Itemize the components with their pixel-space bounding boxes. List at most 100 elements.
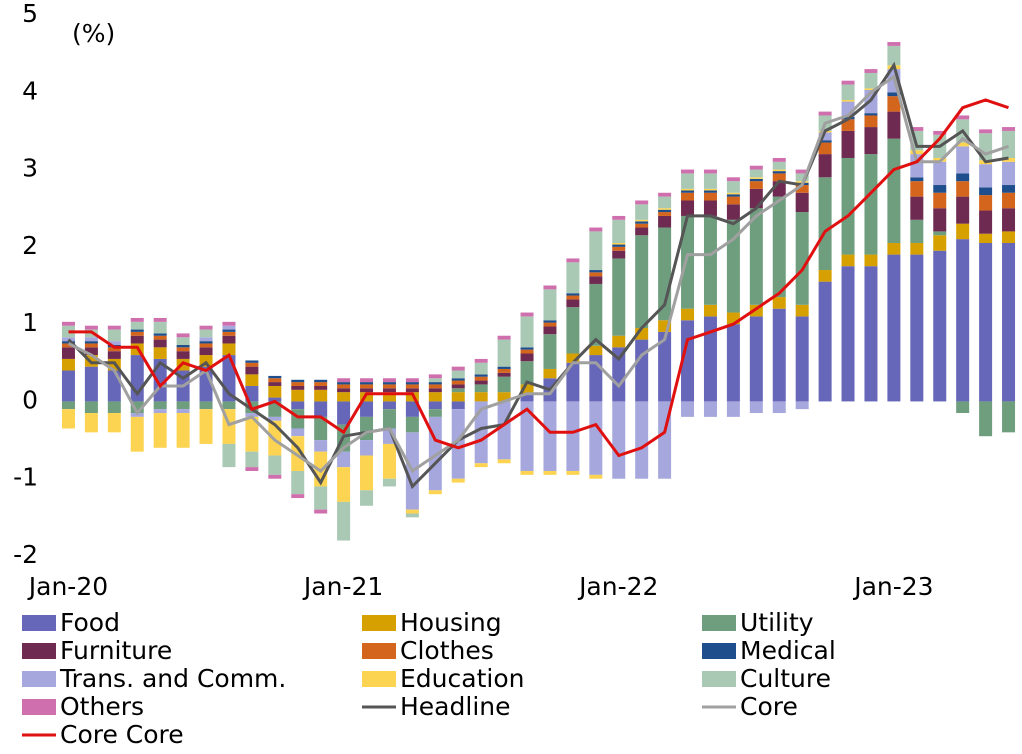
bar-segment [635, 221, 649, 224]
bar-segment [497, 368, 511, 373]
bar-segment [841, 100, 855, 102]
legend-label: Furniture [60, 636, 172, 665]
bar-segment [910, 242, 924, 255]
bar-segment [979, 164, 993, 188]
bar-segment [566, 401, 580, 471]
bar-segment [130, 321, 144, 330]
bar-segment [222, 325, 236, 330]
bar-segment [658, 320, 672, 332]
bar-segment [61, 347, 75, 359]
bar-segment [566, 362, 580, 402]
bar-segment [84, 401, 98, 414]
bar-segment [222, 329, 236, 332]
bar-segment [130, 401, 144, 414]
bar-segment [520, 361, 534, 385]
bar-segment [795, 169, 809, 174]
bar-segment [933, 250, 947, 402]
bar-segment [795, 212, 809, 305]
bar-segment [428, 401, 442, 410]
bar-segment [337, 392, 351, 402]
bar-segment [887, 111, 901, 139]
bar-segment [61, 341, 75, 344]
bar-segment [497, 339, 511, 367]
bar-segment [841, 266, 855, 402]
bar-segment [612, 258, 626, 336]
bar-segment [887, 96, 901, 112]
legend-swatch [22, 643, 56, 659]
bar-segment [910, 196, 924, 220]
bar-segment [681, 173, 695, 189]
bar-segment [772, 171, 786, 174]
bar-segment [658, 208, 672, 210]
bar-segment [337, 501, 351, 541]
bar-segment [199, 337, 213, 342]
bar-segment [795, 173, 809, 182]
bar-segment [749, 401, 763, 414]
bar-segment [314, 416, 328, 441]
bar-segment [451, 392, 465, 402]
bar-segment [222, 401, 236, 410]
bar-segment [360, 401, 374, 417]
bar-segment [497, 335, 511, 340]
bar-segment [658, 331, 672, 402]
bar-segment [658, 209, 672, 213]
bar-segment [382, 378, 396, 383]
bar-segment [61, 358, 75, 371]
bar-segment [933, 192, 947, 209]
bar-segment [291, 385, 305, 390]
legend-label: Others [60, 692, 144, 721]
x-tick-label: Jan-21 [302, 572, 383, 601]
bar-segment [428, 374, 442, 379]
bar-segment [520, 384, 534, 394]
bar-segment [291, 401, 305, 410]
bar-segment [1002, 192, 1016, 209]
legend-swatch [362, 643, 396, 659]
bar-segment [864, 127, 878, 155]
bar-segment [818, 111, 832, 116]
bar-segment [979, 187, 993, 196]
bar-segment [176, 337, 190, 346]
bar-segment [979, 233, 993, 243]
bar-segment [153, 335, 167, 340]
bar-segment [360, 378, 374, 383]
bar-segment [337, 467, 351, 502]
bar-segment [635, 219, 649, 222]
bar-segment [933, 235, 947, 251]
bar-segment [726, 401, 740, 417]
bar-segment [703, 192, 717, 201]
bar-segment [910, 177, 924, 182]
bar-segment [703, 173, 717, 189]
y-tick-label: 3 [22, 154, 38, 183]
bar-segment [635, 235, 649, 329]
bar-segment [795, 185, 809, 193]
bar-segment [818, 140, 832, 143]
bar-segment [956, 142, 970, 147]
bar-segment [130, 335, 144, 344]
legend-label: Core Core [60, 720, 184, 749]
bar-segment [451, 384, 465, 389]
bar-segment [176, 347, 190, 352]
bar-segment [314, 379, 328, 383]
bar-segment [635, 200, 649, 205]
bar-segment [314, 382, 328, 386]
bar-segment [933, 161, 947, 186]
bar-segment [566, 470, 580, 475]
y-tick-label: 4 [22, 76, 38, 105]
bar-segment [61, 401, 75, 410]
bar-segment [589, 270, 603, 273]
bar-segment [772, 308, 786, 402]
bar-segment [1002, 208, 1016, 232]
bar-segment [314, 401, 328, 417]
bar-segment [703, 200, 717, 216]
bar-segment [681, 200, 695, 216]
bar-segment [245, 362, 259, 367]
bar-segment [405, 513, 419, 518]
legend-swatch [22, 699, 56, 715]
bar-segment [910, 254, 924, 402]
bar-segment [314, 385, 328, 390]
bar-segment [130, 317, 144, 322]
bar-segment [589, 401, 603, 475]
bar-segment [245, 374, 259, 386]
bar-segment [749, 178, 763, 182]
